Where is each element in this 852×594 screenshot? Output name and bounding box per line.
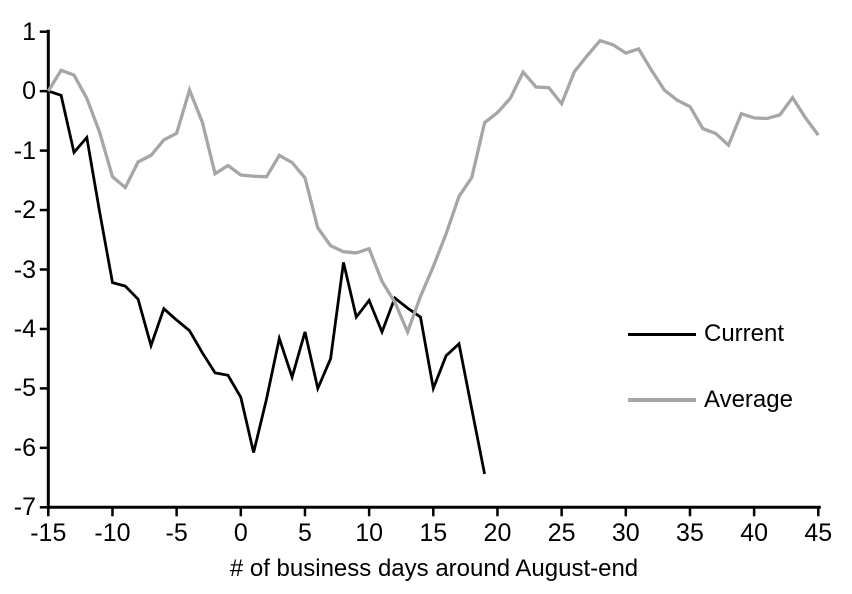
- current-series-line: [47, 89, 486, 475]
- legend-label-current: Current: [704, 320, 785, 347]
- y-tick-label: 0: [22, 77, 36, 106]
- y-tick-label: -1: [13, 136, 36, 165]
- x-tick-label: -5: [165, 519, 188, 547]
- x-tick-label: 30: [611, 519, 640, 547]
- average-line-swatch: [628, 398, 696, 402]
- y-tick-label: 1: [22, 17, 36, 46]
- x-tick-label: 45: [804, 519, 833, 547]
- x-tick-label: 20: [483, 519, 512, 547]
- y-tick-label: -2: [13, 196, 36, 225]
- x-tick-label: 25: [547, 519, 576, 547]
- y-tick-label: -3: [13, 255, 36, 284]
- legend-label-average: Average: [704, 386, 793, 413]
- x-axis-title: # of business days around August-end: [229, 555, 639, 582]
- legend-item-current: Current: [628, 321, 784, 347]
- y-tick-label: -5: [13, 374, 36, 403]
- x-tick-label: 35: [676, 519, 704, 547]
- y-tick-label: -7: [13, 493, 36, 522]
- y-tick-label: -4: [13, 314, 36, 343]
- legend-item-average: Average: [628, 387, 793, 413]
- x-tick-label: -10: [94, 519, 131, 547]
- x-tick-label: -15: [30, 519, 67, 547]
- average-series-line: [46, 38, 820, 337]
- current-line-swatch: [628, 332, 696, 336]
- x-tick-label: 40: [740, 519, 769, 547]
- x-tick-label: 0: [233, 519, 248, 547]
- x-tick-label: 15: [419, 519, 448, 547]
- y-tick-label: -6: [13, 433, 36, 462]
- x-tick-label: 5: [298, 519, 312, 547]
- x-tick-label: 10: [355, 519, 384, 547]
